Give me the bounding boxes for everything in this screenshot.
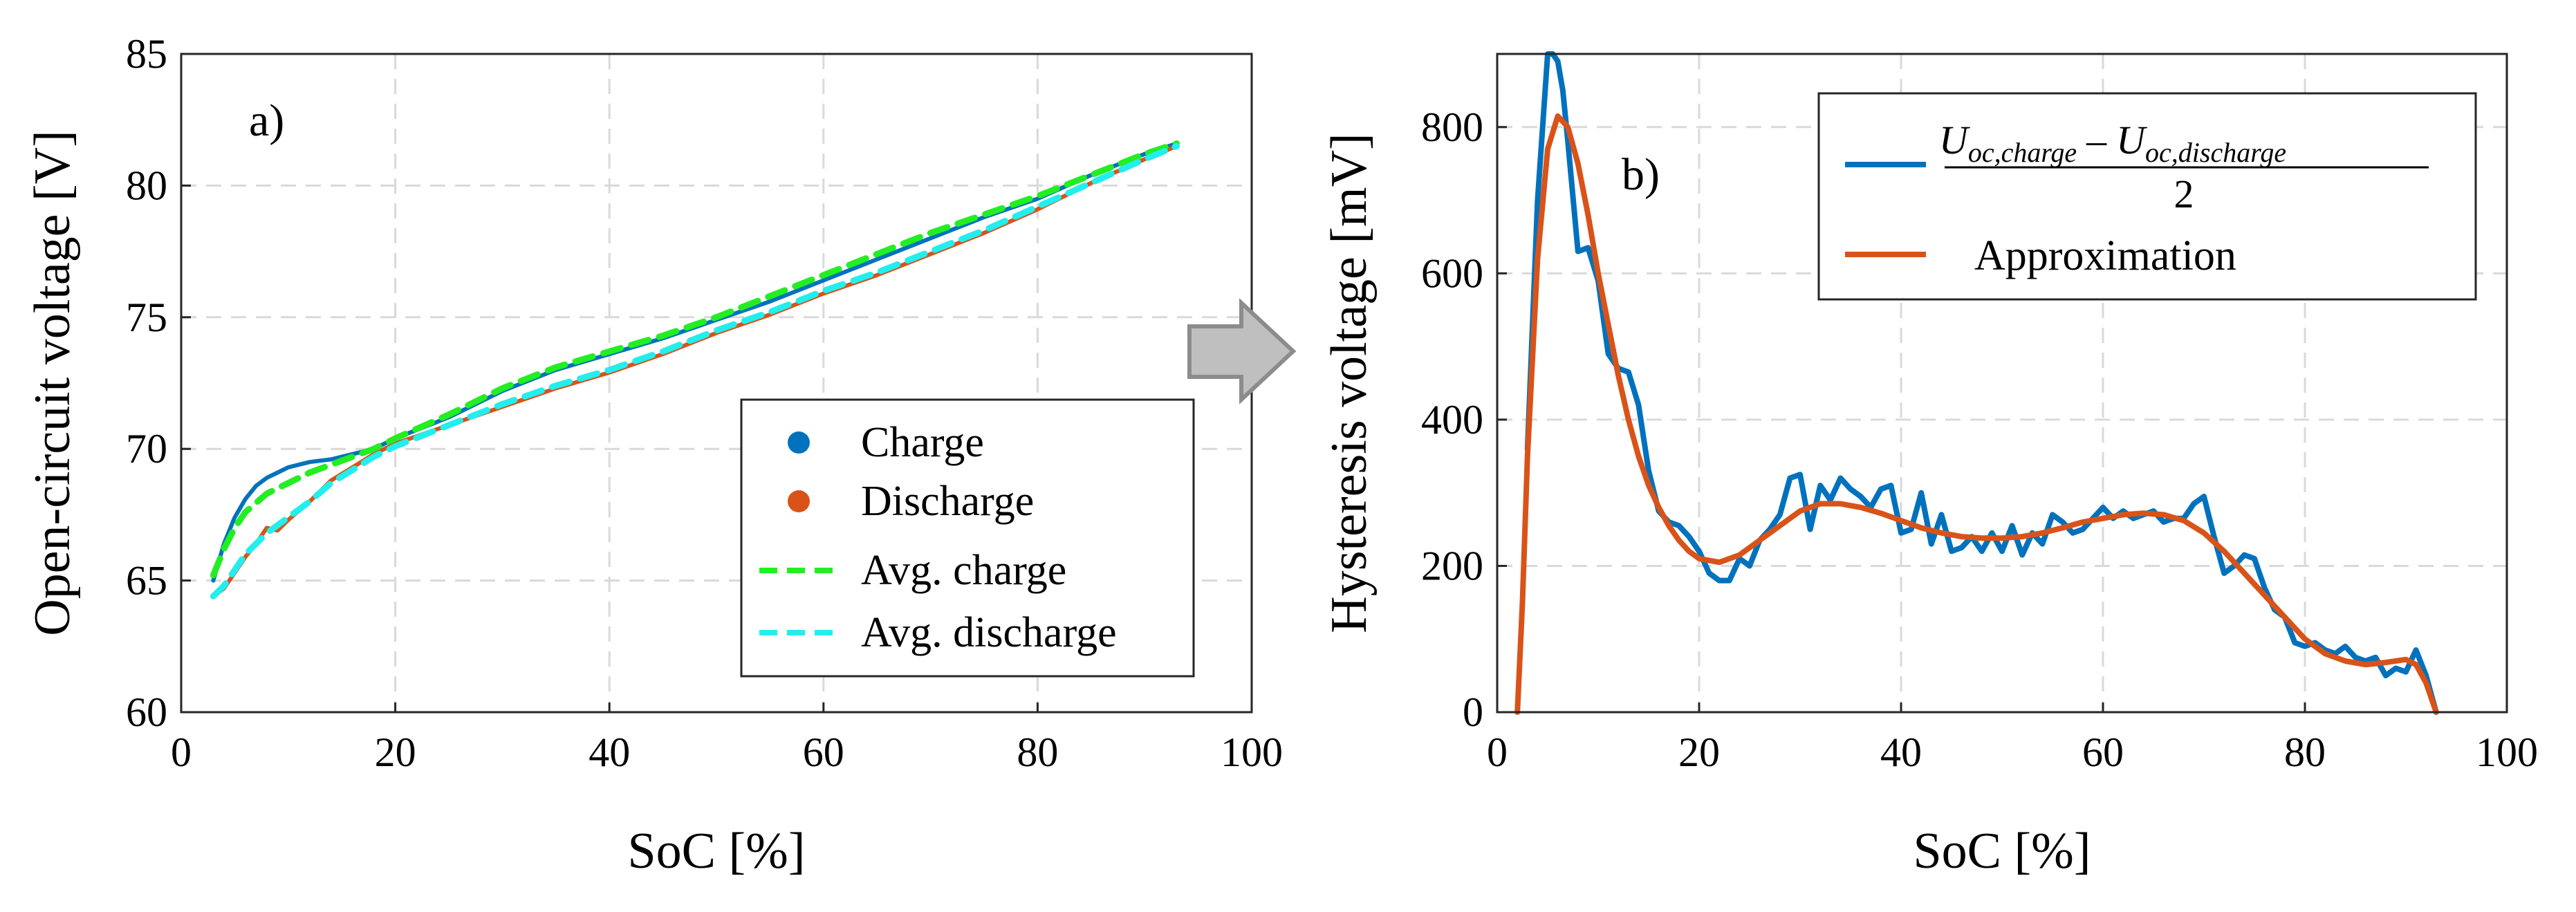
x-tick-label: 20 (1678, 729, 1720, 775)
panel-a-chart: 0 20 40 60 80 100 60 65 70 75 80 85 a) SoC [%] Open… (24, 31, 1283, 880)
frac-u1: U (1939, 118, 1971, 162)
legend-marker-discharge (788, 490, 810, 512)
panel-b-chart: 0 20 40 60 80 100 0 200 400 600 800 b) SoC [%] Hys… (1321, 51, 2538, 880)
frac-minus: – (2086, 118, 2107, 162)
legend-label-charge: Charge (861, 419, 984, 466)
panel-a-label: a) (249, 95, 284, 146)
x-tick-label: 40 (1880, 729, 1922, 775)
panel-b-axes-box (1496, 53, 2508, 714)
y-tick-label: 400 (1421, 397, 1483, 443)
y-tick-label: 600 (1421, 250, 1483, 296)
x-tick-label: 40 (589, 729, 630, 775)
panel-b-series (1514, 51, 2439, 715)
y-tick-label: 200 (1421, 543, 1483, 588)
y-tick-label: 85 (126, 31, 167, 77)
legend-label-discharge: Discharge (861, 478, 1034, 525)
panel-b-x-axis-title: SoC [%] (1914, 823, 2091, 880)
y-tick-label: 75 (126, 295, 167, 340)
y-tick-label: 60 (126, 689, 167, 735)
panel-a-y-axis-title: Open-circuit voltage [V] (24, 130, 81, 635)
legend-label-avg-charge: Avg. charge (861, 547, 1066, 594)
panel-b-label: b) (1622, 149, 1660, 200)
panel-b-y-axis-title: Hysteresis voltage [mV] (1321, 133, 1378, 633)
arrow-icon (1187, 298, 1297, 404)
panel-a-ticks: 0 20 40 60 80 100 60 65 70 75 80 85 (126, 31, 1283, 775)
panel-b-legend-box (1817, 92, 2477, 301)
legend-fraction-denominator: 2 (2174, 171, 2194, 216)
x-tick-label: 60 (2082, 729, 2124, 775)
x-tick-label: 0 (1487, 729, 1508, 775)
frac-u2: U (2116, 118, 2148, 162)
x-tick-label: 100 (2476, 729, 2538, 775)
y-tick-label: 800 (1421, 104, 1483, 150)
x-tick-label: 20 (375, 729, 416, 775)
y-tick-label: 80 (126, 162, 167, 208)
panel-a-series (210, 140, 1180, 599)
y-tick-label: 70 (126, 426, 167, 472)
x-tick-label: 0 (171, 729, 192, 775)
series-line (210, 142, 1180, 599)
legend-label-avg-discharge: Avg. discharge (861, 609, 1117, 656)
panel-b-legend: Uoc,charge – Uoc,discharge 2 Approximation (1817, 92, 2477, 301)
x-tick-label: 80 (2284, 729, 2326, 775)
legend-label-approximation: Approximation (1974, 232, 2236, 279)
y-tick-label: 65 (126, 558, 167, 604)
panel-a-x-axis-title: SoC [%] (628, 823, 806, 880)
legend-fraction-numerator: Uoc,charge – Uoc,discharge (1939, 118, 2286, 168)
y-tick-label: 0 (1463, 689, 1483, 735)
frac-u1-sub: oc,charge (1968, 137, 2077, 168)
x-tick-label: 80 (1017, 729, 1058, 775)
x-tick-label: 100 (1221, 729, 1283, 775)
frac-u2-sub: oc,discharge (2145, 137, 2286, 168)
panel-a-legend: Charge Discharge Avg. charge Avg. discha… (740, 398, 1195, 678)
series-line (210, 140, 1180, 579)
x-tick-label: 60 (803, 729, 844, 775)
series-line (1514, 113, 2439, 715)
legend-marker-charge (788, 431, 810, 454)
panel-b-ticks: 0 20 40 60 80 100 0 200 400 600 800 (1421, 104, 2538, 775)
